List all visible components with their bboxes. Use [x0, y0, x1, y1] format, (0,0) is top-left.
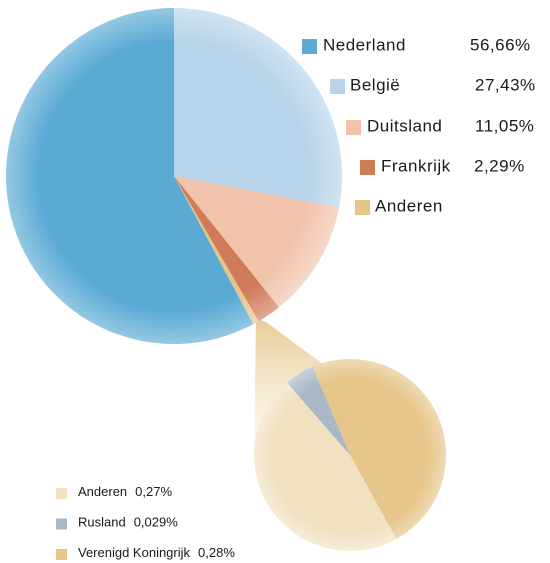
legend: Nederland 56,66% België 27,43% Duitsland 11,0… [56, 35, 536, 560]
legend-label: Nederland [323, 35, 406, 54]
legend-swatch [355, 200, 370, 215]
sub-pie [253, 358, 447, 552]
value-label: 0,029% [134, 515, 179, 530]
legend-swatch [56, 518, 67, 530]
legend-swatch [360, 160, 375, 175]
legend-label: Verenigd Koningrijk 0,28% [78, 545, 235, 560]
shade [254, 359, 446, 551]
legend-label: België [350, 75, 400, 94]
value-label: 56,66% [470, 35, 531, 54]
value-label: 2,29% [474, 156, 525, 175]
legend-swatch [56, 549, 67, 560]
legend-name: Rusland [78, 515, 126, 530]
legend-label: Duitsland [367, 116, 442, 135]
legend-name: Verenigd Koningrijk [78, 545, 191, 560]
value-label: 0,28% [198, 545, 235, 560]
legend-swatch [346, 120, 361, 135]
legend-label: Rusland 0,029% [78, 515, 178, 530]
legend-label: Anderen 0,27% [78, 484, 172, 499]
legend-swatch [330, 79, 345, 94]
legend-name: Anderen [78, 484, 127, 499]
legend-swatch [302, 39, 317, 54]
legend-swatch [56, 488, 67, 499]
value-label: 11,05% [475, 116, 534, 135]
legend-label: Anderen [375, 196, 443, 215]
value-label: 0,27% [135, 484, 172, 499]
main-pie [5, 8, 342, 345]
value-label: 27,43% [475, 75, 536, 94]
legend-label: Frankrijk [381, 156, 451, 175]
shade [6, 8, 342, 344]
